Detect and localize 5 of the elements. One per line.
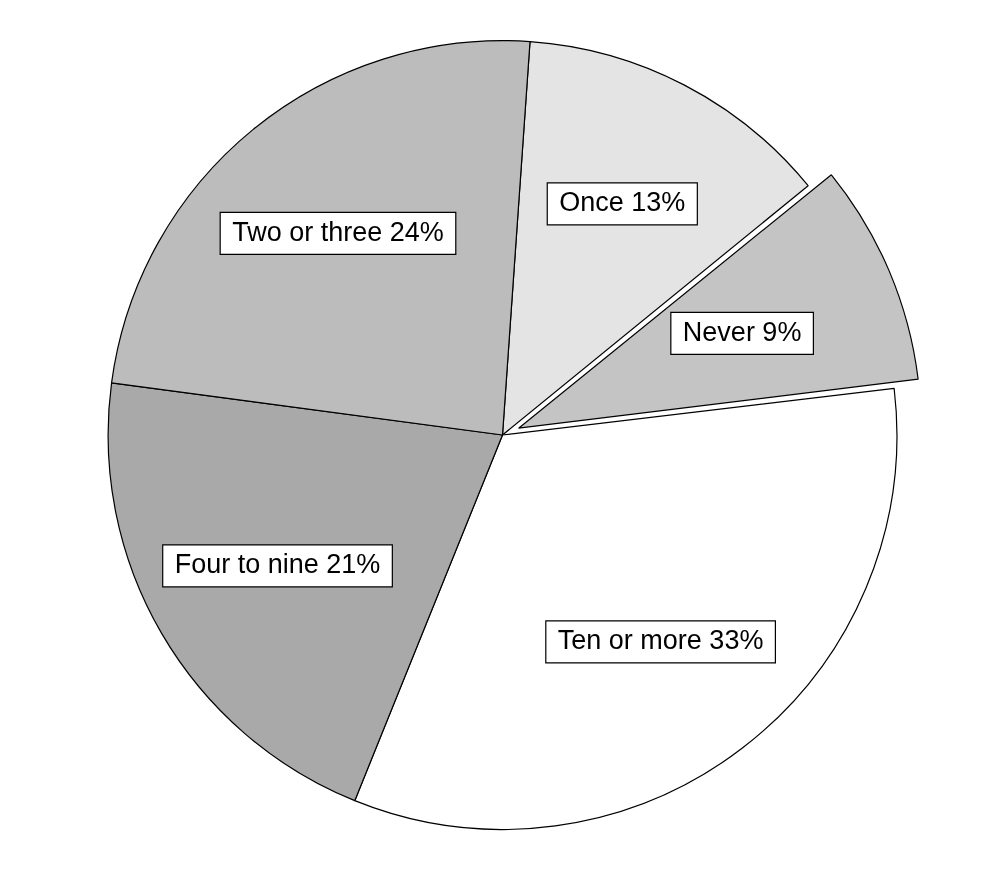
slice-label: Ten or more 33%: [557, 625, 764, 656]
slice-label: Never 9%: [682, 316, 802, 347]
slice-label: Four to nine 21%: [174, 549, 381, 580]
slice-label: Two or three 24%: [232, 216, 444, 247]
slice-label: Once 13%: [559, 187, 686, 218]
